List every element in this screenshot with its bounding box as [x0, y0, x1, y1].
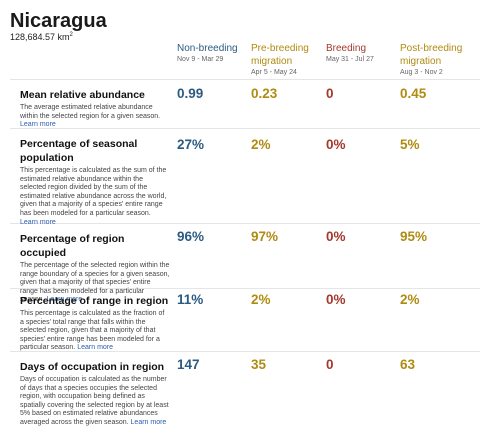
season-header-nonbreeding: Non-breeding Nov 9 - Mar 29 [177, 42, 247, 63]
region-area-value: 128,684.57 km [10, 32, 70, 42]
value-breeding: 0% [326, 137, 346, 152]
value-nonbreeding: 0.99 [177, 86, 204, 101]
learn-more-link[interactable]: Learn more [20, 218, 56, 226]
season-name: Breeding [326, 43, 367, 54]
region-title: Nicaragua [10, 10, 107, 32]
season-dates: Aug 3 - Nov 2 [400, 69, 443, 76]
season-dates: Apr 5 - May 24 [251, 69, 297, 76]
value-nonbreeding: 11% [177, 292, 204, 307]
value-prebreeding: 35 [251, 357, 267, 372]
value-prebreeding: 0.23 [251, 86, 278, 101]
value-breeding: 0% [326, 292, 346, 307]
learn-more-link[interactable]: Learn more [130, 418, 167, 426]
value-prebreeding: 2% [251, 137, 271, 152]
value-breeding: 0 [326, 86, 334, 101]
season-dates: May 31 - Jul 27 [326, 56, 374, 63]
metric-title: Percentage of range in region [20, 295, 169, 307]
metric-row-percentage-seasonal-population: Percentage of seasonal population This p… [10, 129, 480, 227]
season-name: Pre-breeding migration [251, 43, 309, 67]
value-postbreeding: 0.45 [400, 86, 427, 101]
metric-description: This percentage is calculated as the sum… [20, 167, 170, 227]
value-nonbreeding: 147 [177, 357, 200, 372]
season-header-postbreeding: Post-breeding migration Aug 3 - Nov 2 [400, 42, 475, 76]
metric-description: The percentage of the selected region wi… [20, 262, 170, 305]
season-header-prebreeding: Pre-breeding migration Apr 5 - May 24 [251, 42, 321, 76]
header-divider [10, 79, 480, 80]
season-dates: Nov 9 - Mar 29 [177, 56, 224, 63]
season-header-breeding: Breeding May 31 - Jul 27 [326, 42, 396, 63]
metric-label: Days of occupation in region Days of occ… [20, 360, 170, 428]
value-prebreeding: 97% [251, 229, 279, 244]
metric-title: Percentage of seasonal population [20, 138, 138, 164]
value-postbreeding: 63 [400, 357, 416, 372]
value-prebreeding: 2% [251, 292, 271, 307]
value-breeding: 0% [326, 229, 346, 244]
metric-row-mean-relative-abundance: Mean relative abundance The average esti… [10, 80, 480, 129]
metric-description: The average estimated relative abundance… [20, 104, 170, 130]
season-name: Non-breeding [177, 43, 238, 54]
metric-row-percentage-region-occupied: Percentage of region occupied The percen… [10, 224, 480, 303]
metric-description-text: This percentage is calculated as the sum… [20, 167, 167, 217]
metric-title: Days of occupation in region [20, 361, 165, 373]
season-name: Post-breeding migration [400, 43, 463, 67]
metric-title: Mean relative abundance [20, 89, 145, 101]
metric-label: Percentage of seasonal population This p… [20, 137, 170, 227]
metric-label: Mean relative abundance The average esti… [20, 88, 170, 130]
metric-label: Percentage of range in region This perce… [20, 294, 170, 353]
metric-description-text: The average estimated relative abundance… [20, 104, 161, 120]
learn-more-link[interactable]: Learn more [77, 344, 114, 352]
learn-more-link[interactable]: Learn more [20, 121, 56, 129]
value-breeding: 0 [326, 357, 334, 372]
region-area-unit-exponent: 2 [69, 32, 73, 38]
value-postbreeding: 5% [400, 137, 420, 152]
metric-title: Percentage of region occupied [20, 233, 125, 259]
metric-description-text: The percentage of the selected region wi… [20, 262, 170, 304]
metric-label: Percentage of region occupied The percen… [20, 232, 170, 305]
learn-more-link[interactable]: Learn more [46, 296, 83, 304]
value-nonbreeding: 27% [177, 137, 205, 152]
metric-description: Days of occupation is calculated as the … [20, 376, 170, 428]
metric-description-text: This percentage is calculated as the fra… [20, 310, 165, 352]
value-postbreeding: 95% [400, 229, 428, 244]
metric-description: This percentage is calculated as the fra… [20, 310, 170, 353]
metric-row-days-of-occupation: Days of occupation in region Days of occ… [10, 352, 480, 436]
metric-description-text: Days of occupation is calculated as the … [20, 376, 169, 426]
region-area: 128,684.57 km2 [10, 32, 73, 42]
metric-row-percentage-range-in-region: Percentage of range in region This perce… [10, 289, 480, 352]
value-postbreeding: 2% [400, 292, 420, 307]
value-nonbreeding: 96% [177, 229, 205, 244]
